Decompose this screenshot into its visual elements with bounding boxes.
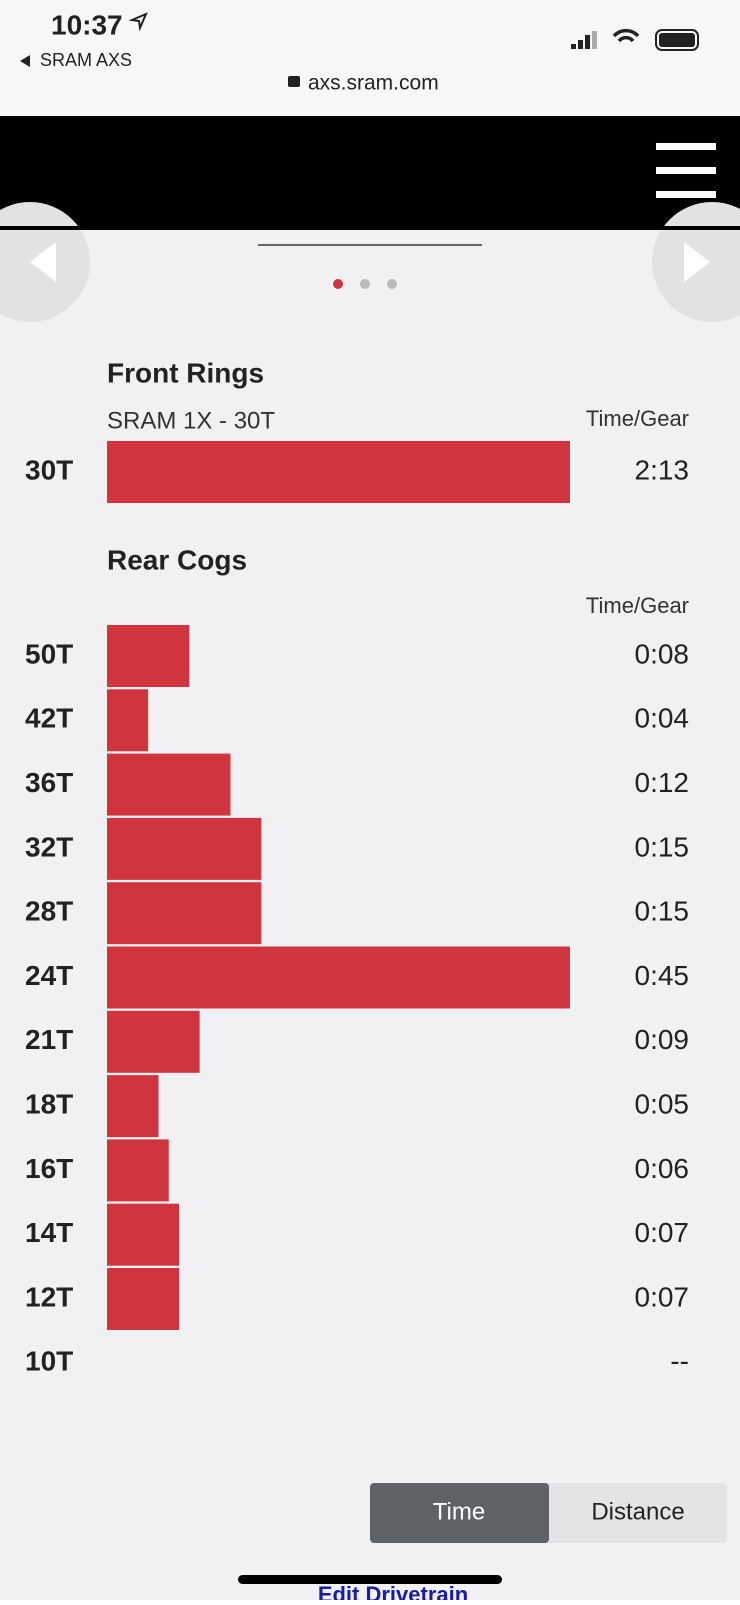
edit-link[interactable]: Edit Drivetrain bbox=[318, 1582, 468, 1605]
value-label: 0:09 bbox=[635, 1024, 690, 1055]
wifi-icon bbox=[612, 28, 640, 43]
bar bbox=[107, 1075, 159, 1138]
gear-label: 16T bbox=[25, 1153, 73, 1184]
bar bbox=[107, 817, 262, 880]
page-dot[interactable] bbox=[333, 279, 343, 289]
page-dot[interactable] bbox=[360, 279, 370, 289]
value-label: 0:06 bbox=[635, 1153, 690, 1184]
bar bbox=[107, 441, 570, 503]
prev-arrow bbox=[30, 242, 56, 282]
gear-label: 21T bbox=[25, 1024, 73, 1055]
bar bbox=[107, 1203, 180, 1266]
header-edge bbox=[0, 226, 740, 230]
gear-label: 10T bbox=[25, 1346, 73, 1377]
gear-label: 28T bbox=[25, 896, 73, 927]
value-header: Time/Gear bbox=[586, 406, 689, 431]
bar bbox=[107, 1010, 200, 1073]
gear-label: 14T bbox=[25, 1217, 73, 1248]
page-dot[interactable] bbox=[387, 279, 397, 289]
clock: 10:37 bbox=[51, 9, 123, 40]
charts: Front Rings SRAM 1X - 30T Time/Gear 30T 2:13… bbox=[25, 357, 689, 1376]
bar bbox=[107, 625, 190, 687]
back-arrow[interactable] bbox=[20, 55, 30, 67]
gear-label: 36T bbox=[25, 767, 73, 798]
bar bbox=[107, 753, 231, 816]
chart-title: Rear Cogs bbox=[107, 544, 247, 575]
signal-icon bbox=[571, 31, 597, 49]
value-label: 0:12 bbox=[635, 767, 690, 798]
bar bbox=[107, 946, 570, 1009]
gear-label: 42T bbox=[25, 703, 73, 734]
next-arrow bbox=[684, 242, 710, 282]
value-label: 0:05 bbox=[635, 1088, 690, 1119]
value-label: 2:13 bbox=[635, 454, 690, 485]
value-label: 0:45 bbox=[635, 960, 690, 991]
home-indicator bbox=[238, 1575, 502, 1584]
gear-label: 12T bbox=[25, 1281, 73, 1312]
gear-label: 24T bbox=[25, 960, 73, 991]
menu-button[interactable] bbox=[656, 143, 716, 198]
bar bbox=[107, 882, 262, 945]
back-app[interactable]: SRAM AXS bbox=[40, 50, 132, 70]
value-label: 0:07 bbox=[635, 1281, 690, 1312]
url[interactable]: axs.sram.com bbox=[308, 72, 439, 95]
chart-title: Front Rings bbox=[107, 357, 264, 388]
toggle-option[interactable]: Time bbox=[433, 1498, 485, 1525]
toggle-option[interactable]: Distance bbox=[591, 1498, 684, 1525]
value-label: 0:15 bbox=[635, 896, 690, 927]
value-label: -- bbox=[670, 1346, 689, 1377]
gear-label: 18T bbox=[25, 1088, 73, 1119]
value-label: 0:07 bbox=[635, 1217, 690, 1248]
header-bar bbox=[0, 116, 740, 228]
value-header: Time/Gear bbox=[586, 593, 689, 618]
lock-icon bbox=[288, 76, 300, 87]
location-icon bbox=[128, 12, 148, 32]
toggle-selected bbox=[370, 1483, 549, 1543]
battery-level bbox=[659, 33, 695, 47]
gear-label: 30T bbox=[25, 454, 73, 485]
chart-subtitle: SRAM 1X - 30T bbox=[107, 407, 275, 434]
value-label: 0:04 bbox=[635, 703, 690, 734]
status-area bbox=[0, 0, 740, 116]
value-label: 0:08 bbox=[635, 638, 690, 669]
gear-label: 32T bbox=[25, 831, 73, 862]
battery bbox=[655, 29, 699, 51]
bar bbox=[107, 1139, 169, 1202]
bar bbox=[107, 1268, 180, 1330]
value-label: 0:15 bbox=[635, 831, 690, 862]
toggle-options: Time Distance bbox=[370, 1483, 685, 1543]
bar bbox=[107, 689, 149, 752]
gear-label: 50T bbox=[25, 638, 73, 669]
